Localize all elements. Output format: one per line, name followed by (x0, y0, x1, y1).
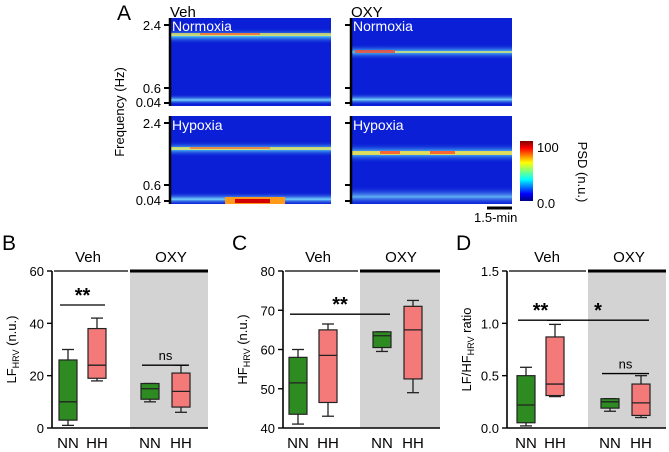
box-nn (58, 359, 78, 421)
category-label: NN (139, 435, 161, 452)
category-label: HH (86, 435, 108, 452)
heatmap-ytick: 0.04 (136, 193, 161, 208)
heatmap-yaxis-veh: 2.4 0.6 0.04 2.4 0.6 0.04 (136, 18, 172, 208)
y-tick-label: 1.0 (481, 316, 499, 331)
y-tick-label: 0.0 (481, 421, 499, 436)
y-tick-label: 40 (261, 421, 275, 436)
significance-label: * (594, 300, 602, 322)
colorbar-title: PSD (n.u.) (575, 142, 590, 203)
heatmap-label-hypoxia-oxy: Hypoxia (353, 117, 404, 133)
group-label-veh: Veh (75, 249, 101, 266)
group-label-oxy: OXY (613, 249, 645, 266)
heatmap-ytick: 0.6 (143, 81, 161, 96)
group-label-oxy: OXY (385, 249, 417, 266)
significance-label: ns (619, 357, 633, 372)
y-tick-label: 1.5 (481, 264, 499, 279)
box-hh (403, 305, 423, 380)
heatmap-ytick: 2.4 (143, 18, 161, 33)
box-hh (545, 336, 565, 397)
y-tick-label: 0.5 (481, 369, 499, 384)
oxy-shade (360, 271, 440, 428)
category-label: HH (402, 435, 424, 452)
y-tick-label: 80 (261, 264, 275, 279)
heatmap-ytick: 0.04 (136, 95, 161, 110)
scale-bar-label: 1.5-min (474, 210, 517, 225)
significance-label: ns (159, 348, 173, 363)
oxy-shade (130, 271, 208, 428)
group-label-oxy: OXY (155, 249, 187, 266)
group-label-veh: Veh (305, 249, 331, 266)
category-label: HH (544, 435, 566, 452)
category-label: NN (515, 435, 537, 452)
significance-label: ** (75, 285, 91, 307)
colorbar-tick-min: 0.0 (537, 196, 555, 211)
significance-label: ** (332, 294, 348, 316)
y-tick-label: 40 (30, 316, 44, 331)
heatmap-ytick: 0.6 (143, 178, 161, 193)
colorbar-tick-max: 100 (537, 140, 559, 155)
y-tick-label: 0 (37, 421, 44, 436)
scale-bar: 1.5-min (474, 206, 517, 225)
panel-d: D Veh OXY 0.0 0.5 1.0 1.5 LF/HFHRV ratio NN HH NN… (456, 232, 666, 452)
y-tick-label: 20 (30, 369, 44, 384)
box-nn (516, 375, 536, 424)
y-axis-label: HFHRV (n.u.) (235, 314, 252, 384)
box-nn (372, 331, 392, 349)
box-hh (318, 329, 338, 404)
heatmap-oxy-hypoxia: Hypoxia (351, 116, 512, 204)
box-hh (87, 327, 107, 379)
category-label: NN (371, 435, 393, 452)
panel-a: A Veh OXY Frequency (Hz) Normoxia Normox… (112, 2, 590, 225)
heatmap-label-normoxia-oxy: Normoxia (353, 18, 413, 34)
box-hh (631, 383, 651, 417)
y-axis-label: LF/HFHRV ratio (459, 308, 476, 392)
y-axis-label: LFHRV (n.u.) (4, 316, 21, 384)
heatmap-col-veh: Veh (170, 4, 196, 21)
y-tick-label: 70 (261, 303, 275, 318)
heatmap-col-oxy: OXY (351, 4, 383, 21)
box-nn (140, 382, 160, 400)
panel-label-a: A (117, 2, 131, 25)
panel-b: B Veh OXY 0 20 40 60 LFHRV (n.u.) NN HH NN HH ** ns (2, 232, 208, 452)
category-label: NN (287, 435, 309, 452)
box-nn (600, 398, 620, 409)
y-tick-label: 60 (261, 343, 275, 358)
heatmap-yaxis-oxy (345, 18, 353, 204)
heatmap-ylabel: Frequency (Hz) (112, 67, 127, 157)
heatmap-label-hypoxia: Hypoxia (172, 117, 223, 133)
significance-label: ** (533, 300, 549, 322)
category-label: HH (630, 435, 652, 452)
heatmap-veh-hypoxia: Hypoxia (170, 116, 331, 204)
y-tick-label: 50 (261, 382, 275, 397)
box-nn (288, 356, 308, 415)
box-hh (171, 372, 191, 408)
heatmap-oxy-normoxia: Normoxia (351, 18, 512, 106)
heatmap-label-normoxia: Normoxia (172, 18, 232, 34)
heatmap-veh-normoxia: Normoxia (170, 18, 331, 106)
oxy-shade (588, 271, 666, 428)
category-label: NN (599, 435, 621, 452)
category-label: HH (317, 435, 339, 452)
panel-label-b: B (2, 232, 16, 255)
colorbar: 100 0.0 PSD (n.u.) (520, 140, 590, 211)
category-label: NN (57, 435, 79, 452)
y-tick-label: 60 (30, 264, 44, 279)
category-label: HH (170, 435, 192, 452)
panel-c: C Veh OXY 40 50 60 70 80 HFHRV (n.u.) NN HH NN HH ** (232, 232, 440, 452)
heatmap-ytick: 2.4 (143, 116, 161, 131)
group-label-veh: Veh (534, 249, 560, 266)
panel-label-d: D (456, 232, 471, 255)
panel-label-c: C (232, 232, 247, 255)
